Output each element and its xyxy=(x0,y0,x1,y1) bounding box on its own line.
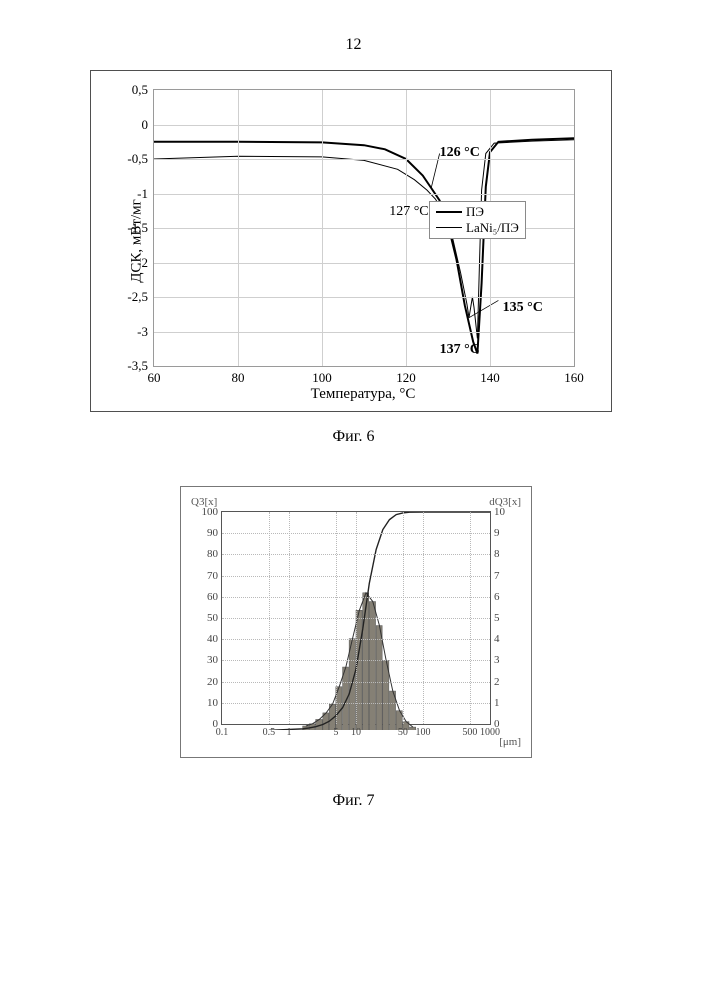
fig6-container: ДСК, мВт/мг -3,5-3-2,5-2-1,5-1-0,500,560… xyxy=(90,70,612,412)
fig7-yR-tick: 9 xyxy=(494,527,500,539)
fig6-ytick: -3,5 xyxy=(127,358,148,374)
fig7-xtick: 500 xyxy=(462,727,477,738)
fig6-ytick: 0,5 xyxy=(132,82,148,98)
fig7-yR-tick: 4 xyxy=(494,633,500,645)
fig6-xlabel: Температура, °C xyxy=(153,386,573,403)
fig7-bar xyxy=(376,626,382,731)
fig6-ytick: -3 xyxy=(137,324,148,340)
fig6-series-ПЭ xyxy=(154,138,574,353)
fig6-legend: ПЭLaNi₅/ПЭ xyxy=(429,201,526,239)
legend-swatch xyxy=(436,211,462,213)
fig6-xtick: 80 xyxy=(232,370,245,386)
fig6-xtick: 100 xyxy=(312,370,332,386)
fig7-yL-tick: 100 xyxy=(202,506,219,518)
fig6-ytick: -2 xyxy=(137,255,148,271)
fig7-yR-tick: 3 xyxy=(494,654,500,666)
fig6-annotation: 137 °C xyxy=(440,342,480,358)
fig7-bar xyxy=(369,602,375,731)
fig6-xtick: 140 xyxy=(480,370,500,386)
fig7-xtick: 1000 xyxy=(480,727,500,738)
fig7-yR-tick: 7 xyxy=(494,570,500,582)
fig7-yL-tick: 90 xyxy=(207,527,218,539)
fig7-xtick: 1 xyxy=(287,727,292,738)
fig7-yR-tick: 1 xyxy=(494,697,500,709)
fig7-yR-tick: 5 xyxy=(494,612,500,624)
fig7-yR-tick: 6 xyxy=(494,591,500,603)
fig6-xtick: 120 xyxy=(396,370,416,386)
fig6-xtick: 160 xyxy=(564,370,584,386)
fig7-yR-tick: 10 xyxy=(494,506,505,518)
legend-label: ПЭ xyxy=(466,204,484,220)
fig7-yL-tick: 30 xyxy=(207,654,218,666)
legend-swatch xyxy=(436,227,462,228)
fig7-yR-tick: 8 xyxy=(494,548,500,560)
fig7-xtick: 50 xyxy=(398,727,408,738)
page-number: 12 xyxy=(0,36,707,54)
fig6-xtick: 60 xyxy=(148,370,161,386)
fig7-caption: Фиг. 7 xyxy=(0,792,707,810)
fig7-plot-area: 01020304050607080901000123456789100.10.5… xyxy=(221,511,491,725)
fig6-ytick: -1,5 xyxy=(127,220,148,236)
fig7-xtick: 0.1 xyxy=(216,727,229,738)
fig7-yR-tick: 2 xyxy=(494,676,500,688)
fig6-legend-row: LaNi₅/ПЭ xyxy=(436,220,519,236)
fig7-container: Q3[x] dQ3[x] 010203040506070809010001234… xyxy=(180,486,532,758)
fig6-caption: Фиг. 6 xyxy=(0,428,707,446)
fig7-yL-tick: 80 xyxy=(207,548,218,560)
fig7-yL-tick: 60 xyxy=(207,591,218,603)
fig7-x-unit: [μm] xyxy=(499,736,521,748)
fig7-inner: Q3[x] dQ3[x] 010203040506070809010001234… xyxy=(187,493,525,751)
fig7-xtick: 10 xyxy=(351,727,361,738)
fig7-yL-tick: 50 xyxy=(207,612,218,624)
fig7-yL-tick: 70 xyxy=(207,570,218,582)
fig7-xtick: 0.5 xyxy=(263,727,276,738)
fig6-ytick: 0 xyxy=(142,117,149,133)
fig6-ytick: -2,5 xyxy=(127,289,148,305)
fig7-yL-tick: 20 xyxy=(207,676,218,688)
fig6-ytick: -0,5 xyxy=(127,151,148,167)
fig6-legend-row: ПЭ xyxy=(436,204,519,220)
fig6-annotation: 135 °C xyxy=(503,300,543,316)
fig7-yL-tick: 10 xyxy=(207,697,218,709)
fig7-xtick: 5 xyxy=(333,727,338,738)
fig6-annotation: 127 °C xyxy=(389,204,428,220)
fig7-yL-tick: 40 xyxy=(207,633,218,645)
legend-label: LaNi₅/ПЭ xyxy=(466,220,519,236)
fig7-xtick: 100 xyxy=(416,727,431,738)
fig6-ytick: -1 xyxy=(137,186,148,202)
fig7-bar xyxy=(363,593,369,731)
fig6-annotation: 126 °C xyxy=(440,145,480,161)
